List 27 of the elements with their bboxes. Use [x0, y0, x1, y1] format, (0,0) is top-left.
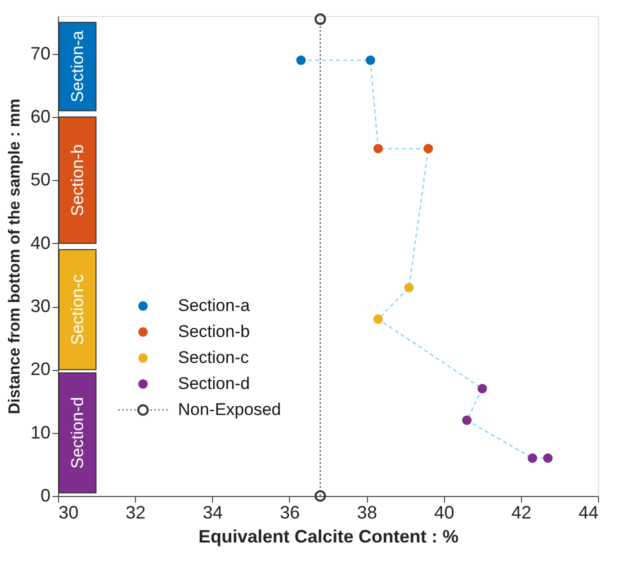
x-tick-label: 30 — [58, 502, 79, 522]
legend-label: Section-a — [178, 296, 250, 315]
y-tick-label: 50 — [30, 170, 50, 190]
y-tick-label: 40 — [30, 232, 50, 253]
x-tick-label: 40 — [434, 502, 454, 522]
y-axis-title: Distance from bottom of the sample : mm — [6, 98, 24, 414]
legend-label: Section-b — [178, 322, 250, 341]
x-tick-label: 44 — [578, 502, 598, 522]
legend-label: Non-Exposed — [178, 400, 282, 419]
x-tick-label: 36 — [280, 502, 300, 522]
band-label: Section-a — [68, 30, 87, 102]
legend-label: Section-c — [178, 348, 250, 367]
band-label: Section-d — [68, 396, 87, 469]
legend-label: Section-d — [178, 374, 250, 393]
band-label: Section-b — [68, 144, 87, 216]
y-tick-label: 60 — [30, 106, 50, 127]
x-tick-label: 32 — [126, 502, 146, 522]
x-axis-title: Equivalent Calcite Content : % — [198, 526, 459, 546]
x-tick-label: 34 — [202, 502, 223, 522]
y-tick-label: 70 — [30, 43, 50, 64]
y-tick-label: 20 — [30, 359, 50, 380]
x-tick-label: 38 — [357, 502, 378, 522]
band-label: Section-c — [68, 274, 87, 346]
y-tick-label: 30 — [30, 296, 50, 316]
x-tick-label: 42 — [511, 502, 532, 522]
y-tick-label: 10 — [30, 422, 50, 442]
y-tick-label: 0 — [40, 486, 50, 506]
